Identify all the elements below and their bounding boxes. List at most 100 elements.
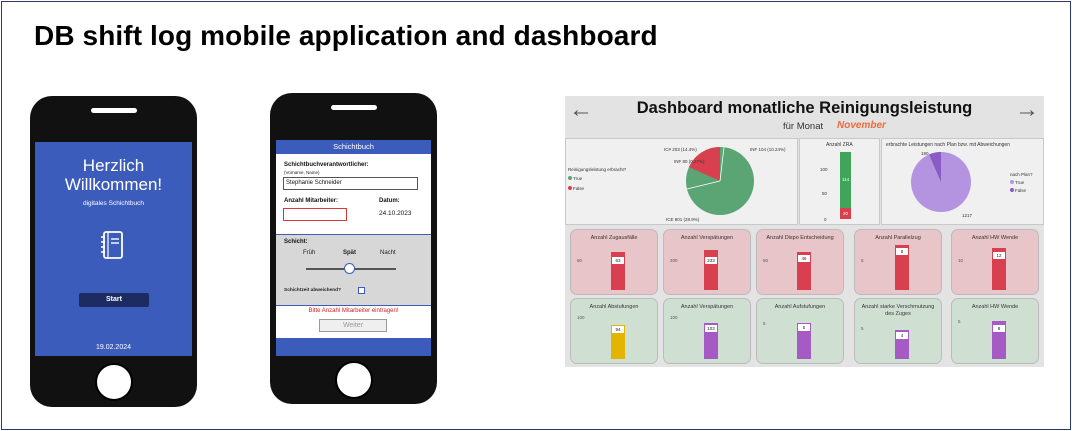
zra-title: Anzahl ZRA [826,142,853,148]
card-value: 4 [896,332,908,339]
dashboard: ← → Dashboard monatliche Reinigungsleist… [565,96,1044,367]
home-button[interactable] [334,361,373,399]
pie2-title: erbrachte Leistungen nach Plan bzw. mit … [886,142,1010,148]
pie1-legend-false-swatch [568,186,572,190]
card-label: Anzahl starke Verschmutzung des Zuges [861,304,935,317]
form-screen: Schichtbuch Schichtbuchverantwortlicher:… [276,140,431,356]
pie1-label-4: ICE 801 (28.9%) [666,217,700,222]
shift-option-night[interactable]: Nacht [380,250,396,256]
page-title: DB shift log mobile application and dash… [34,20,658,51]
card-label: Anzahl Abstufungen [589,304,639,310]
welcome-date: 19.02.2024 [95,344,132,351]
pie2-label-2: 1217 [962,213,973,218]
responsible-field[interactable]: Stephanie Schneider [283,177,418,190]
zra-axis-100: 100 [820,167,828,172]
card-train-cancellations: Anzahl Zugausfälle 50 63 [570,229,658,295]
card-value: 46 [798,255,810,262]
deviation-label: Schichtzeit abweichend? [284,288,342,293]
month-label: für Monat [783,121,824,132]
card-bar [704,323,718,359]
cleaning-pie-chart [686,146,754,215]
card-label: Anzahl HW Wende [971,304,1019,310]
responsible-label: Schichtbuchverantwortlicher: [284,162,369,168]
pie2-legend-false-swatch [1010,188,1014,192]
pie1-legend-true-swatch [568,176,572,180]
pie2-legend-true-swatch [1010,180,1014,184]
card-heavy-soiling: Anzahl starke Verschmutzung des Zuges 5 … [854,298,942,364]
card-axis: 50 [577,258,583,263]
card-value: 63 [612,257,624,264]
pie1-label-1: IC# 203 (14.4%) [664,147,697,152]
pie1-legend-title: Reinigungsleistung erbracht? [568,167,627,172]
welcome-screen: Herzlich Willkommen! digitales Schichtbu… [35,142,192,356]
card-dispo-decisions: Anzahl Dispo Entscheidung 50 46 [756,229,844,295]
card-axis: 5 [763,321,766,326]
card-downgrades: Anzahl Abstufungen 100 94 [570,298,658,364]
error-message: Bitte Anzahl Mitarbeiter eintragen! [308,308,399,314]
card-value: 8 [993,325,1005,332]
card-axis: 50 [763,258,769,263]
phone-speaker [330,105,377,110]
card-label: Anzahl Verspätungen [680,304,734,310]
home-button[interactable] [94,363,133,401]
pie1-slice-false [689,147,720,181]
zra-value-green: 114 [842,177,850,182]
pie1-legend-false: False [573,186,585,191]
card-label: Anzahl Parallelzug [875,235,921,241]
card-hw-turnaround: Anzahl HW Wende 10 12 [951,229,1039,295]
card-axis: 5 [861,326,864,331]
shift-option-early[interactable]: Früh [303,250,316,256]
card-value: 12 [993,252,1005,259]
pie2-legend-false: False [1015,188,1027,193]
card-value: 8 [896,248,908,255]
phone-welcome: Herzlich Willkommen! digitales Schichtbu… [30,96,197,407]
form-header: Schichtbuch [276,140,431,154]
phone-form: Schichtbuch Schichtbuchverantwortlicher:… [270,93,437,404]
card-bar [704,250,718,290]
card-value: 5 [798,324,810,331]
date-value: 24.10.2023 [379,210,412,217]
staff-field[interactable] [283,208,347,221]
welcome-title: Herzlich Willkommen! [64,156,163,194]
card-axis: 100 [577,315,585,320]
card-hw-turnaround-2: Anzahl HW Wende 5 8 [951,298,1039,364]
zra-panel: Anzahl ZRA 100 50 0 114 20 [799,138,880,225]
plan-pie-chart [911,152,971,212]
dashboard-title: Dashboard monatliche Reinigungsleistung [636,99,973,117]
start-button[interactable]: Start [79,293,149,307]
back-arrow-icon[interactable]: ← [569,96,593,123]
card-axis: 5 [861,258,864,263]
shift-option-late[interactable]: Spät [343,250,357,256]
zra-axis-50: 50 [822,191,828,196]
card-label: Anzahl Zugausfälle [590,235,638,241]
staff-label: Anzahl Mitarbeiter: [284,198,339,204]
card-delays: Anzahl Verspätungen 200 233 [663,229,751,295]
card-bar [797,323,811,359]
shift-slider-thumb[interactable] [344,263,355,274]
card-parallel-train: Anzahl Parallelzug 5 8 [854,229,942,295]
pie1-legend-true: True [573,176,583,181]
notebook-icon [101,231,123,259]
shift-section: Schicht: Früh Spät Nacht Schichtzeit abw… [276,234,431,306]
responsible-hint: (Vorname, Name) [284,170,320,175]
welcome-subtitle: digitales Schichtbuch [82,200,145,207]
next-button[interactable]: Weiter [319,319,387,332]
pie1-label-2: INF 104 (10.24%) [750,147,786,152]
forward-arrow-icon[interactable]: → [1015,96,1039,123]
deviation-checkbox[interactable] [358,287,365,294]
zra-value-red: 20 [843,211,849,216]
shift-label: Schicht: [284,239,308,245]
card-bar [611,325,625,359]
card-bar [895,245,909,290]
card-label: Anzahl Dispo Entscheidung [766,235,834,241]
card-axis: 5 [958,319,961,324]
phone-speaker [90,108,137,113]
date-label: Datum: [379,198,400,204]
pie2-label-1: 180 [921,151,929,156]
zra-axis-0: 0 [824,217,827,222]
card-label: Anzahl HW Wende [971,235,1019,241]
month-value: November [837,120,886,131]
card-axis: 10 [958,258,964,263]
card-value: 233 [705,257,717,264]
card-axis: 100 [670,315,678,320]
